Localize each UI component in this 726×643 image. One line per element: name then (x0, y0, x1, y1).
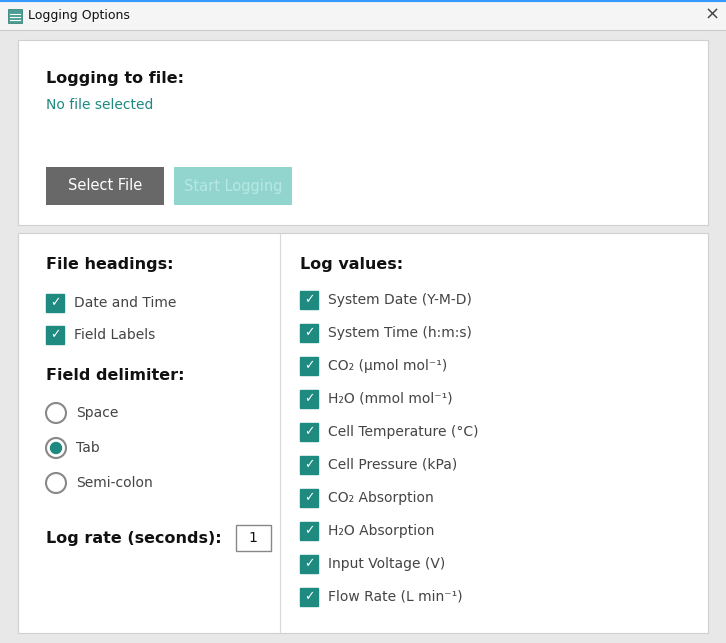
FancyBboxPatch shape (300, 291, 318, 309)
FancyBboxPatch shape (300, 489, 318, 507)
Text: ✓: ✓ (50, 296, 60, 309)
Text: ✓: ✓ (303, 491, 314, 505)
Text: Select File: Select File (68, 179, 142, 194)
Circle shape (51, 442, 62, 453)
Text: ✓: ✓ (303, 359, 314, 372)
FancyBboxPatch shape (300, 357, 318, 375)
FancyBboxPatch shape (46, 167, 164, 205)
Text: ✓: ✓ (303, 458, 314, 471)
Text: Space: Space (76, 406, 118, 420)
FancyBboxPatch shape (174, 167, 292, 205)
Text: File headings:: File headings: (46, 257, 174, 273)
FancyBboxPatch shape (236, 525, 271, 551)
Circle shape (46, 473, 66, 493)
Text: ✓: ✓ (303, 327, 314, 340)
Text: System Time (h:m:s): System Time (h:m:s) (328, 326, 472, 340)
Text: Logging to file:: Logging to file: (46, 71, 184, 86)
Text: ✓: ✓ (303, 392, 314, 406)
FancyBboxPatch shape (0, 0, 726, 30)
Text: Input Voltage (V): Input Voltage (V) (328, 557, 445, 571)
Text: CO₂ (μmol mol⁻¹): CO₂ (μmol mol⁻¹) (328, 359, 447, 373)
Text: CO₂ Absorption: CO₂ Absorption (328, 491, 433, 505)
Text: ✓: ✓ (303, 590, 314, 604)
Text: Log rate (seconds):: Log rate (seconds): (46, 530, 221, 545)
FancyBboxPatch shape (300, 324, 318, 342)
Text: System Date (Y-M-D): System Date (Y-M-D) (328, 293, 472, 307)
FancyBboxPatch shape (18, 233, 708, 633)
FancyBboxPatch shape (8, 9, 22, 23)
FancyBboxPatch shape (46, 294, 64, 312)
Text: ✓: ✓ (303, 525, 314, 538)
FancyBboxPatch shape (300, 423, 318, 441)
Text: Cell Temperature (°C): Cell Temperature (°C) (328, 425, 478, 439)
Text: Field delimiter:: Field delimiter: (46, 368, 184, 383)
Text: H₂O Absorption: H₂O Absorption (328, 524, 434, 538)
Text: ×: × (704, 6, 719, 24)
Text: Log values:: Log values: (300, 257, 403, 273)
Text: Date and Time: Date and Time (74, 296, 176, 310)
FancyBboxPatch shape (300, 555, 318, 573)
Text: H₂O (mmol mol⁻¹): H₂O (mmol mol⁻¹) (328, 392, 452, 406)
FancyBboxPatch shape (18, 40, 708, 225)
Text: ✓: ✓ (50, 329, 60, 341)
Text: Flow Rate (L min⁻¹): Flow Rate (L min⁻¹) (328, 590, 462, 604)
Text: 1: 1 (248, 531, 258, 545)
FancyBboxPatch shape (300, 390, 318, 408)
Circle shape (46, 438, 66, 458)
Circle shape (46, 403, 66, 423)
Text: ✓: ✓ (303, 426, 314, 439)
FancyBboxPatch shape (300, 456, 318, 474)
FancyBboxPatch shape (46, 326, 64, 344)
Text: ✓: ✓ (303, 557, 314, 570)
Text: Field Labels: Field Labels (74, 328, 155, 342)
FancyBboxPatch shape (300, 588, 318, 606)
FancyBboxPatch shape (300, 522, 318, 540)
Text: Tab: Tab (76, 441, 99, 455)
Text: Cell Pressure (kPa): Cell Pressure (kPa) (328, 458, 457, 472)
Text: Semi-colon: Semi-colon (76, 476, 152, 490)
Text: No file selected: No file selected (46, 98, 153, 112)
Text: Logging Options: Logging Options (28, 8, 130, 21)
Text: Start Logging: Start Logging (184, 179, 282, 194)
Text: ✓: ✓ (303, 293, 314, 307)
